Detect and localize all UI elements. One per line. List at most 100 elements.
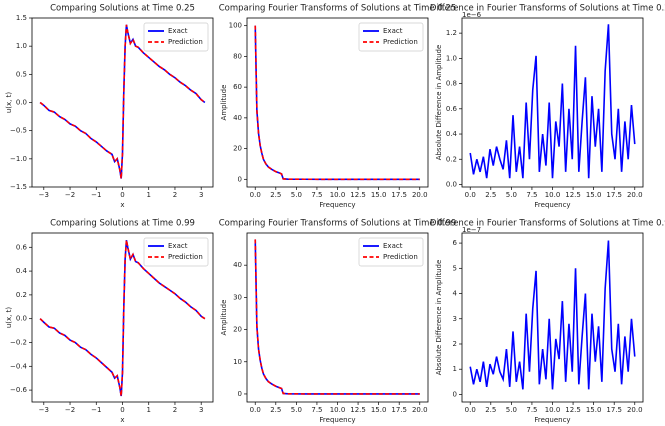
legend: Exact Prediction (358, 22, 424, 52)
subplot-title: Difference in Fourier Transforms of Solu… (430, 4, 665, 14)
legend-label: Prediction (168, 253, 203, 261)
axes-frame (461, 232, 644, 403)
x-tick-label: 2.5 (485, 191, 496, 199)
x-tick-label: 2 (173, 191, 177, 199)
x-tick-label: 0.0 (250, 406, 261, 414)
x-tick-label: −2 (65, 406, 75, 414)
y-tick-label: 5 (453, 264, 457, 272)
axes-frame (31, 17, 214, 188)
subplot: Comparing Fourier Transforms of Solution… (219, 4, 457, 210)
legend-box (358, 237, 424, 267)
subplot: Difference in Fourier Transforms of Solu… (430, 219, 665, 425)
x-tick-label: 7.5 (311, 406, 322, 414)
data-line (469, 240, 636, 390)
legend-label: Exact (168, 242, 188, 250)
y-tick-label: −0.4 (10, 362, 28, 370)
x-tick-label: 20.0 (412, 406, 428, 414)
x-axis-label: Frequency (319, 201, 355, 209)
x-tick-label: 20.0 (412, 191, 428, 199)
x-tick-label: 12.5 (350, 406, 366, 414)
subplot-title: Comparing Fourier Transforms of Solution… (219, 4, 457, 14)
x-tick-label: 15.0 (371, 191, 387, 199)
y-tick-label: 3 (453, 315, 457, 323)
x-tick-label: 10.0 (330, 191, 346, 199)
x-tick-label: 1 (146, 191, 150, 199)
y-tick-label: 40 (233, 261, 242, 269)
y-tick-label: −0.2 (10, 338, 27, 346)
legend-label: Exact (383, 242, 403, 250)
data-line (254, 239, 420, 395)
x-tick-label: 15.0 (586, 406, 602, 414)
x-tick-label: 17.5 (391, 406, 407, 414)
x-axis-label: Frequency (534, 416, 570, 424)
y-tick-label: 0.6 (446, 105, 458, 113)
y-tick-label: 6 (453, 239, 458, 247)
legend-label: Prediction (383, 253, 418, 261)
subplot: Comparing Solutions at Time 0.99 x u(x, t)… (5, 219, 214, 424)
y-tick-label: 0 (238, 175, 242, 183)
y-tick-label: 0.2 (446, 155, 457, 163)
x-tick-label: 10.0 (545, 406, 561, 414)
data-line (254, 25, 420, 181)
y-tick-label: 4 (453, 290, 458, 298)
subplot: Comparing Fourier Transforms of Solution… (219, 219, 457, 425)
x-tick-label: 0.0 (250, 191, 261, 199)
y-tick-label: 0.8 (446, 80, 457, 88)
y-tick-label: 0 (238, 390, 242, 398)
x-tick-label: 2.5 (485, 406, 496, 414)
x-axis-label: Frequency (319, 416, 355, 424)
y-tick-label: 20 (233, 145, 242, 153)
y-tick-label: 0.4 (16, 267, 28, 275)
y-axis-label: Absolute Difference in Amplitude (435, 45, 443, 161)
x-tick-label: 2.5 (270, 406, 281, 414)
subplot: Comparing Solutions at Time 0.25 x u(x, t)… (5, 4, 214, 209)
x-tick-label: 12.5 (565, 406, 581, 414)
data-line (39, 239, 206, 397)
y-tick-label: 80 (233, 52, 242, 60)
legend-label: Exact (383, 27, 403, 35)
y-tick-label: 10 (233, 358, 242, 366)
x-tick-label: −1 (91, 406, 101, 414)
x-tick-label: 0 (120, 406, 124, 414)
y-tick-label: 0.0 (446, 180, 457, 188)
y-tick-label: 1.5 (16, 14, 27, 22)
x-tick-label: 1 (146, 406, 150, 414)
x-tick-label: 17.5 (606, 406, 622, 414)
offset-label: 1e−7 (462, 226, 481, 234)
x-axis-label: x (120, 416, 124, 424)
y-tick-label: 0.2 (16, 291, 27, 299)
y-axis-label: Absolute Difference in Amplitude (435, 260, 443, 376)
y-tick-label: 0.6 (16, 243, 28, 251)
y-tick-label: 1.0 (16, 42, 27, 50)
x-tick-label: 12.5 (350, 191, 366, 199)
y-tick-label: 0.0 (16, 99, 27, 107)
x-tick-label: −3 (39, 191, 49, 199)
axes-frame (461, 17, 644, 188)
subplot: Difference in Fourier Transforms of Solu… (430, 4, 665, 210)
x-tick-label: 5.0 (506, 406, 517, 414)
legend: Exact Prediction (358, 237, 424, 267)
y-axis-label: u(x, t) (5, 92, 13, 114)
y-axis-label: u(x, t) (5, 307, 13, 329)
x-tick-label: 10.0 (545, 191, 561, 199)
y-axis-label: Amplitude (220, 300, 228, 336)
x-tick-label: −2 (65, 191, 75, 199)
y-tick-label: 1 (453, 365, 457, 373)
x-tick-label: −3 (39, 406, 49, 414)
legend-box (358, 22, 424, 52)
y-tick-label: −0.5 (10, 127, 27, 135)
axes-frame (31, 232, 214, 403)
y-tick-label: 100 (229, 22, 242, 30)
legend-label: Prediction (383, 38, 418, 46)
x-axis-label: x (120, 201, 124, 209)
y-tick-label: −1.0 (10, 155, 27, 163)
y-axis-label: Amplitude (220, 85, 228, 121)
x-tick-label: 3 (199, 191, 203, 199)
x-tick-label: 17.5 (391, 191, 407, 199)
x-tick-label: 0 (120, 191, 124, 199)
x-tick-label: 2 (173, 406, 177, 414)
x-tick-label: 0.0 (465, 406, 476, 414)
axes-frame (246, 17, 429, 188)
x-tick-label: 5.0 (291, 406, 302, 414)
